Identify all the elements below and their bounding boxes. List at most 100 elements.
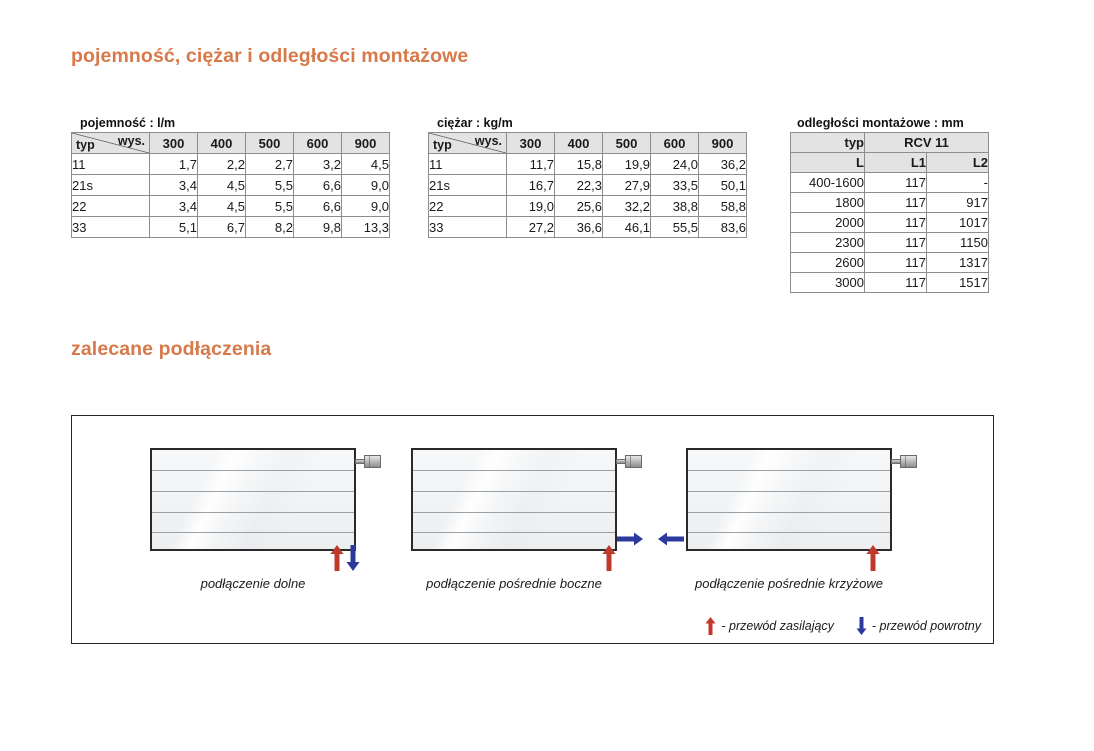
table-row: 2300 117 1150 xyxy=(790,232,989,253)
cell-length: 2000 xyxy=(790,212,865,233)
legend-label-supply: - przewód zasilający xyxy=(721,619,834,633)
table-row: 21s 3,4 4,5 5,5 6,6 9,0 xyxy=(71,174,390,196)
cell-value: 58,8 xyxy=(698,195,747,217)
return-arrow-left-icon xyxy=(658,532,684,546)
table-weight: wys. typ 300 400 500 600 900 11 11,7 15,… xyxy=(428,132,747,238)
table-caption-capacity: pojemność : l/m xyxy=(80,116,176,130)
table-row: 3000 117 1517 xyxy=(790,272,989,293)
radiator-illustration xyxy=(686,448,892,551)
radiator-panel-line xyxy=(413,512,615,513)
cell-value: 6,6 xyxy=(293,195,342,217)
radiator-panel-line xyxy=(688,491,890,492)
corner-label-type: typ xyxy=(433,138,452,152)
cell-l2: 917 xyxy=(926,192,989,213)
table-caption-weight: ciężar : kg/m xyxy=(437,116,513,130)
table-row: 22 3,4 4,5 5,5 6,6 9,0 xyxy=(71,195,390,217)
cell-value: 50,1 xyxy=(698,174,747,196)
column-header: 900 xyxy=(341,132,390,154)
radiator-panel-line xyxy=(152,491,354,492)
cell-value: 4,5 xyxy=(197,195,246,217)
column-header: 500 xyxy=(602,132,651,154)
radiator-panel-line xyxy=(413,491,615,492)
cell-length: 3000 xyxy=(790,272,865,293)
row-header-type: 11 xyxy=(71,153,150,175)
table-header-row-dims: L L1 L2 xyxy=(790,152,989,173)
header-type-label: typ xyxy=(790,132,865,153)
valve-connector-icon xyxy=(891,455,917,468)
legend-item-return: - przewód powrotny xyxy=(856,617,981,635)
cell-value: 15,8 xyxy=(554,153,603,175)
supply-arrow-up-icon xyxy=(866,545,880,571)
diagram-bottom-connection: podłączenie dolne xyxy=(150,448,381,591)
cell-value: 46,1 xyxy=(602,216,651,238)
radiator-panel-line xyxy=(152,470,354,471)
radiator-panel-line xyxy=(152,532,354,533)
row-header-type: 21s xyxy=(71,174,150,196)
legend-label-return: - przewód powrotny xyxy=(871,619,981,633)
table-header-row: wys. typ 300 400 500 600 900 xyxy=(71,132,390,154)
page-title-recommended-connections: zalecane podłączenia xyxy=(71,338,272,360)
cell-l1: 117 xyxy=(864,272,927,293)
cell-value: 55,5 xyxy=(650,216,699,238)
supply-arrow-up-icon xyxy=(705,617,716,635)
radiator-panel-line xyxy=(152,512,354,513)
cell-value: 3,4 xyxy=(149,174,198,196)
cell-value: 8,2 xyxy=(245,216,294,238)
column-header: 400 xyxy=(197,132,246,154)
diagram-caption: podłączenie pośrednie boczne xyxy=(426,576,602,591)
return-arrow-down-icon xyxy=(346,545,360,571)
radiator-panel-line xyxy=(688,470,890,471)
return-arrow-down-icon xyxy=(856,617,867,635)
column-header: 600 xyxy=(650,132,699,154)
table-row: 11 11,7 15,8 19,9 24,0 36,2 xyxy=(428,153,747,175)
diagram-caption: podłączenie pośrednie krzyżowe xyxy=(695,576,883,591)
diagram-cross-connection: podłączenie pośrednie krzyżowe xyxy=(658,448,917,591)
table-header-row: wys. typ 300 400 500 600 900 xyxy=(428,132,747,154)
cell-value: 16,7 xyxy=(506,174,555,196)
cell-value: 2,7 xyxy=(245,153,294,175)
corner-cell-type-height: wys. typ xyxy=(71,132,150,154)
row-header-type: 22 xyxy=(71,195,150,217)
cell-value: 3,2 xyxy=(293,153,342,175)
table-row: 22 19,0 25,6 32,2 38,8 58,8 xyxy=(428,195,747,217)
cell-value: 11,7 xyxy=(506,153,555,175)
column-header: 400 xyxy=(554,132,603,154)
row-header-type: 11 xyxy=(428,153,507,175)
table-header-row-model: typ RCV 11 xyxy=(790,132,989,153)
table-row: 33 27,2 36,6 46,1 55,5 83,6 xyxy=(428,216,747,238)
cell-l1: 117 xyxy=(864,252,927,273)
cell-value: 13,3 xyxy=(341,216,390,238)
cell-value: 27,9 xyxy=(602,174,651,196)
column-header: 300 xyxy=(506,132,555,154)
cell-length: 1800 xyxy=(790,192,865,213)
cell-length: 400-1600 xyxy=(790,172,865,193)
cell-l2: 1317 xyxy=(926,252,989,273)
cell-value: 3,4 xyxy=(149,195,198,217)
corner-label-height: wys. xyxy=(117,134,145,148)
cell-value: 4,5 xyxy=(197,174,246,196)
cell-l2: 1017 xyxy=(926,212,989,233)
cell-value: 2,2 xyxy=(197,153,246,175)
diagonal-divider-icon xyxy=(429,133,506,153)
table-row: 2000 117 1017 xyxy=(790,212,989,233)
corner-label-height: wys. xyxy=(474,134,502,148)
cell-l1: 117 xyxy=(864,192,927,213)
cell-length: 2600 xyxy=(790,252,865,273)
cell-value: 5,5 xyxy=(245,195,294,217)
column-header: 600 xyxy=(293,132,342,154)
cell-value: 6,6 xyxy=(293,174,342,196)
legend-item-supply: - przewód zasilający xyxy=(705,617,834,635)
column-header-L: L xyxy=(790,152,865,173)
supply-arrow-up-icon xyxy=(330,545,344,571)
corner-cell-type-height: wys. typ xyxy=(428,132,507,154)
table-row: 400-1600 117 - xyxy=(790,172,989,193)
table-row: 21s 16,7 22,3 27,9 33,5 50,1 xyxy=(428,174,747,196)
valve-connector-icon xyxy=(355,455,381,468)
column-header: 300 xyxy=(149,132,198,154)
cell-value: 24,0 xyxy=(650,153,699,175)
cell-value: 32,2 xyxy=(602,195,651,217)
valve-connector-icon xyxy=(616,455,642,468)
cell-value: 4,5 xyxy=(341,153,390,175)
table-caption-mounting-distances: odległości montażowe : mm xyxy=(797,116,964,130)
valve-body xyxy=(625,455,642,468)
